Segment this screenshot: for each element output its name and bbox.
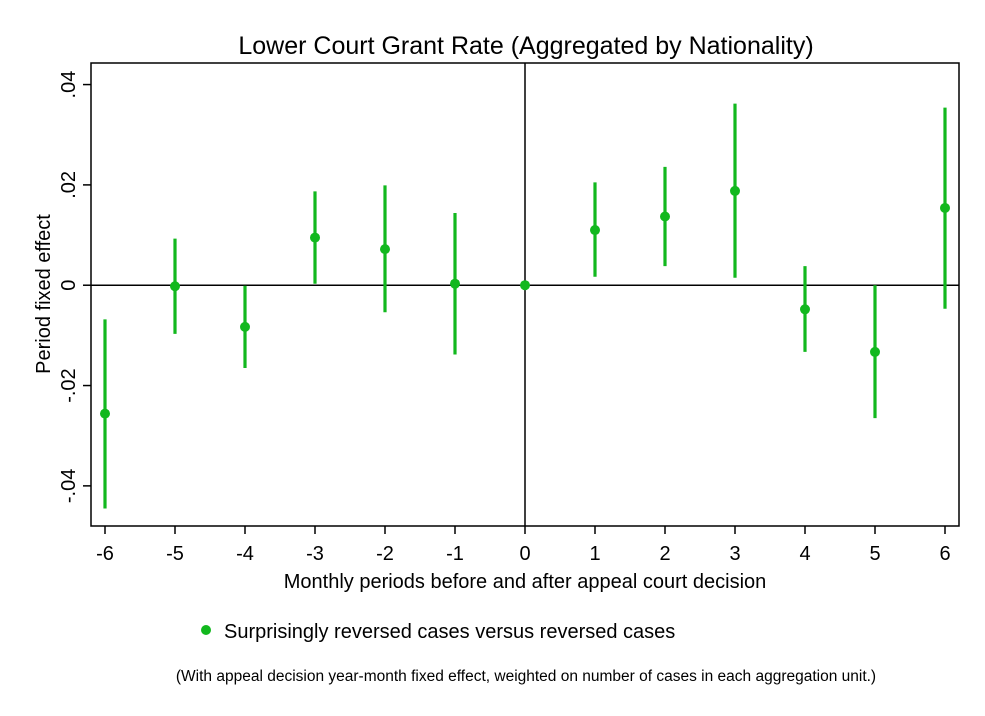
- x-tick-label: 1: [589, 543, 600, 565]
- plot-area: [90, 62, 960, 527]
- x-axis: -6 -5 -4 -3 -2 -1 0 1 2 3 4 5 6: [96, 526, 951, 565]
- y-tick-label: -.04: [58, 469, 80, 503]
- x-tick-label: 0: [519, 543, 530, 565]
- data-point: [450, 278, 460, 289]
- x-tick-label: 3: [729, 543, 740, 565]
- x-tick-label: 2: [659, 543, 670, 565]
- y-tick-label: -.02: [58, 368, 80, 402]
- x-tick-label: 6: [939, 543, 950, 565]
- x-tick-label: -5: [166, 543, 184, 565]
- data-point: [660, 211, 670, 222]
- data-point: [100, 408, 110, 419]
- legend: Surprisingly reversed cases versus rever…: [201, 621, 675, 643]
- chart-note: (With appeal decision year-month fixed e…: [176, 668, 876, 685]
- data-point: [800, 304, 810, 315]
- data-point: [170, 281, 180, 292]
- data-point: [730, 185, 740, 196]
- x-tick-label: -6: [96, 543, 114, 565]
- y-tick-label: 0: [58, 280, 80, 291]
- x-axis-label: Monthly periods before and after appeal …: [284, 571, 767, 593]
- y-tick-label: .02: [58, 171, 80, 199]
- data-point: [870, 346, 880, 357]
- data-point: [520, 280, 530, 291]
- data-point: [940, 202, 950, 213]
- x-tick-label: -4: [236, 543, 254, 565]
- data-point: [310, 232, 320, 243]
- chart-title: Lower Court Grant Rate (Aggregated by Na…: [238, 32, 813, 60]
- x-tick-label: -1: [446, 543, 464, 565]
- x-tick-label: -2: [376, 543, 394, 565]
- point-estimates: [100, 185, 950, 419]
- data-point: [240, 321, 250, 332]
- y-axis-label: Period fixed effect: [33, 214, 55, 374]
- x-tick-label: 5: [869, 543, 880, 565]
- legend-label: Surprisingly reversed cases versus rever…: [224, 621, 675, 643]
- y-axis: .04 .02 0 -.02 -.04: [58, 71, 91, 503]
- x-tick-label: 4: [799, 543, 810, 565]
- legend-marker: [201, 625, 211, 635]
- data-point: [590, 225, 600, 236]
- data-point: [380, 244, 390, 255]
- y-tick-label: .04: [58, 71, 80, 99]
- x-tick-label: -3: [306, 543, 324, 565]
